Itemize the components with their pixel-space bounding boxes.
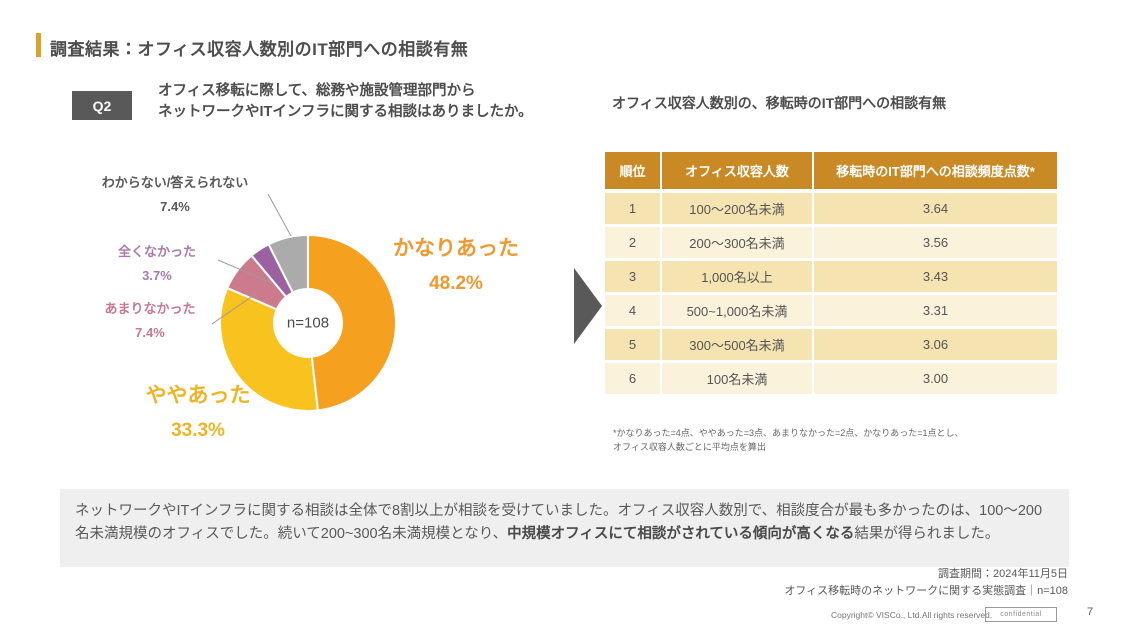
question-badge: Q2: [72, 91, 132, 120]
table-row: 2 200〜300名未満 3.56: [605, 227, 1057, 261]
slice-label-none: 全くなかった 3.7%: [117, 244, 196, 283]
cell-size: 1,000名以上: [662, 261, 814, 295]
summary-box: ネットワークやITインフラに関する相談は全体で8割以上が相談を受けていました。オ…: [60, 489, 1069, 567]
table-row: 4 500~1,000名未満 3.31: [605, 295, 1057, 329]
confidential-badge: confidential: [985, 607, 1057, 622]
col-header-rank: 順位: [605, 152, 662, 193]
sample-size-label: n=108: [286, 314, 330, 332]
donut-chart: わからない/答えられない 7.4% 全くなかった 3.7% あまりなかった 7.…: [60, 160, 560, 460]
cell-score: 3.64: [814, 193, 1057, 227]
cell-size: 300〜500名未満: [662, 329, 814, 363]
col-header-size: オフィス収容人数: [662, 152, 814, 193]
arrow-right-icon: [574, 268, 602, 344]
slice-label-often: かなりあった 48.2%: [393, 237, 519, 294]
table-row: 3 1,000名以上 3.43: [605, 261, 1057, 295]
slice-label-unknown: わからない/答えられない 7.4%: [101, 175, 249, 214]
survey-period: 調査期間：2024年11月5日: [937, 568, 1068, 580]
summary-text: ネットワークやITインフラに関する相談は全体で8割以上が相談を受けていました。オ…: [75, 503, 1043, 543]
copyright-text: Copyright© VISCo., Ltd.All rights reserv…: [831, 610, 993, 620]
table-footnote: *かなりあった=4点、ややあった=3点、あまりなかった=2点、かなりあった=1点…: [613, 427, 1053, 455]
pie-slice: [225, 254, 288, 311]
cell-size: 500~1,000名未満: [662, 295, 814, 329]
leader-line-none: [217, 259, 273, 284]
page-number: 7: [1087, 606, 1094, 618]
survey-meta: 調査期間：2024年11月5日 オフィス移転時のネットワークに関する実態調査｜n…: [784, 566, 1068, 599]
footnote-line2: オフィス収容人数ごとに平均点を算出: [613, 441, 766, 452]
cell-score: 3.43: [814, 261, 1057, 295]
footnote-line1: *かなりあった=4点、ややあった=3点、あまりなかった=2点、かなりあった=1点…: [613, 428, 964, 438]
cell-rank: 5: [605, 329, 662, 363]
cell-rank: 3: [605, 261, 662, 295]
cell-rank: 1: [605, 193, 662, 227]
leader-line-unknown: [267, 193, 292, 237]
question-line2: ネットワークやITインフラに関する相談はありましたか。: [158, 103, 533, 120]
question-text: オフィス移転に際して、総務や施設管理部門から ネットワークやITインフラに関する…: [158, 81, 533, 122]
pie-slice: [307, 233, 398, 412]
cell-score: 3.06: [814, 329, 1057, 363]
title-accent-bar: [36, 33, 41, 57]
col-header-score: 移転時のIT部門への相談頻度点数*: [814, 152, 1057, 193]
table-heading: オフィス収容人数別の、移転時のIT部門への相談有無: [612, 95, 947, 111]
cell-rank: 4: [605, 295, 662, 329]
question-line1: オフィス移転に際して、総務や施設管理部門から: [158, 83, 476, 99]
cell-score: 3.56: [814, 227, 1057, 261]
table-row: 1 100〜200名未満 3.64: [605, 193, 1057, 227]
table-header-row: 順位 オフィス収容人数 移転時のIT部門への相談頻度点数*: [605, 152, 1057, 193]
cell-size: 100〜200名未満: [662, 193, 814, 227]
table-row: 5 300〜500名未満 3.06: [605, 329, 1057, 363]
slice-label-somewhat: ややあった 33.3%: [145, 384, 251, 441]
rank-table: 順位 オフィス収容人数 移転時のIT部門への相談頻度点数* 1 100〜200名…: [605, 152, 1057, 397]
donut-chart-svg: [211, 193, 398, 412]
slice-label-rare: あまりなかった 7.4%: [104, 301, 196, 340]
pie-slice: [219, 286, 320, 412]
summary-text-after: 結果が得られました。: [854, 526, 1000, 543]
table-row: 6 100名未満 3.00: [605, 363, 1057, 397]
leader-line-rare: [211, 292, 258, 325]
cell-rank: 2: [605, 227, 662, 261]
cell-score: 3.00: [814, 363, 1057, 397]
summary-text-bold: 中規模オフィスにて相談がされている傾向が高くなる: [507, 526, 855, 543]
cell-size: 200〜300名未満: [662, 227, 814, 261]
cell-score: 3.31: [814, 295, 1057, 329]
cell-size: 100名未満: [662, 363, 814, 397]
survey-name: オフィス移転時のネットワークに関する実態調査｜n=108: [784, 584, 1068, 597]
page-title: 調査結果：オフィス収容人数別のIT部門への相談有無: [50, 40, 469, 59]
cell-rank: 6: [605, 363, 662, 397]
